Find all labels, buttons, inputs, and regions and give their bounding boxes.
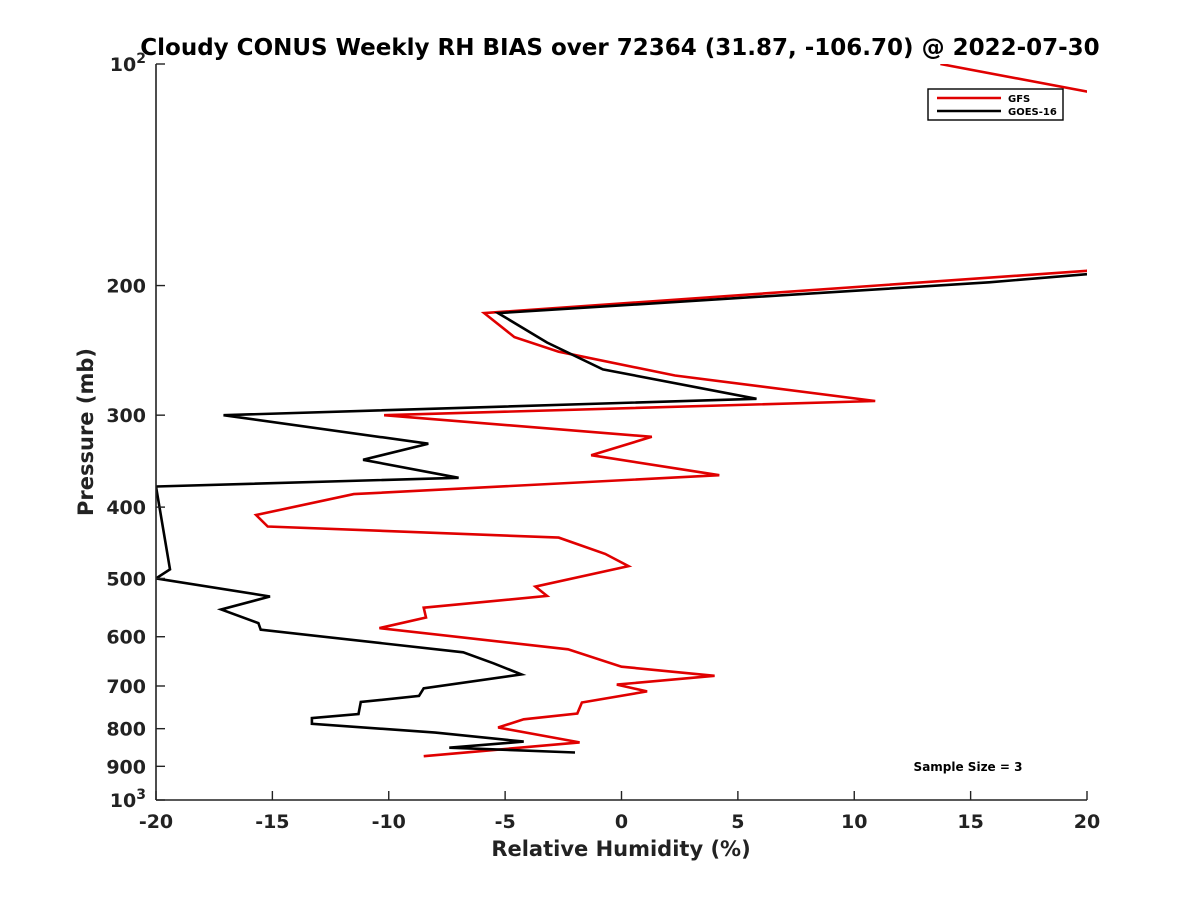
x-tick-label: 20: [1074, 811, 1100, 833]
x-tick-label: -10: [372, 811, 406, 833]
series-line-goes-16: [156, 272, 1087, 754]
y-tick-label: 300: [106, 405, 146, 427]
y-tick-label: 900: [106, 756, 146, 778]
x-tick-label: 10: [841, 811, 867, 833]
axes-layer: -20 -15 -10 -5 0 5 10 15 20 102 200 300 400 500 600 700…: [106, 51, 1100, 833]
y-tick-label: 700: [106, 676, 146, 698]
y-tick-label: 102: [110, 51, 146, 76]
y-tick-label: 600: [106, 627, 146, 649]
y-tick-label: 500: [106, 568, 146, 590]
sample-size-annotation: Sample Size = 3: [914, 760, 1023, 774]
y-tick-label: 103: [110, 787, 146, 812]
y-axis-label: Pressure (mb): [74, 348, 98, 516]
y-tick-label: 800: [106, 719, 146, 741]
legend-label: GFS: [1008, 94, 1030, 105]
x-axis-label: Relative Humidity (%): [491, 837, 750, 861]
x-tick-label: 0: [615, 811, 628, 833]
legend-box: [927, 88, 1064, 121]
series-line-gfs: [253, 64, 1087, 758]
y-tick-label: 400: [106, 497, 146, 519]
series-layer: [156, 64, 1087, 758]
x-tick-label: -20: [139, 811, 173, 833]
x-tick-label: 15: [957, 811, 983, 833]
legend: GFS GOES-16: [927, 88, 1064, 121]
legend-label: GOES-16: [1008, 107, 1057, 118]
x-tick-label: -5: [495, 811, 516, 833]
chart-title: Cloudy CONUS Weekly RH BIAS over 72364 (…: [140, 35, 1099, 61]
y-tick-label: 200: [106, 276, 146, 298]
x-tick-label: 5: [731, 811, 744, 833]
x-tick-label: -15: [255, 811, 289, 833]
